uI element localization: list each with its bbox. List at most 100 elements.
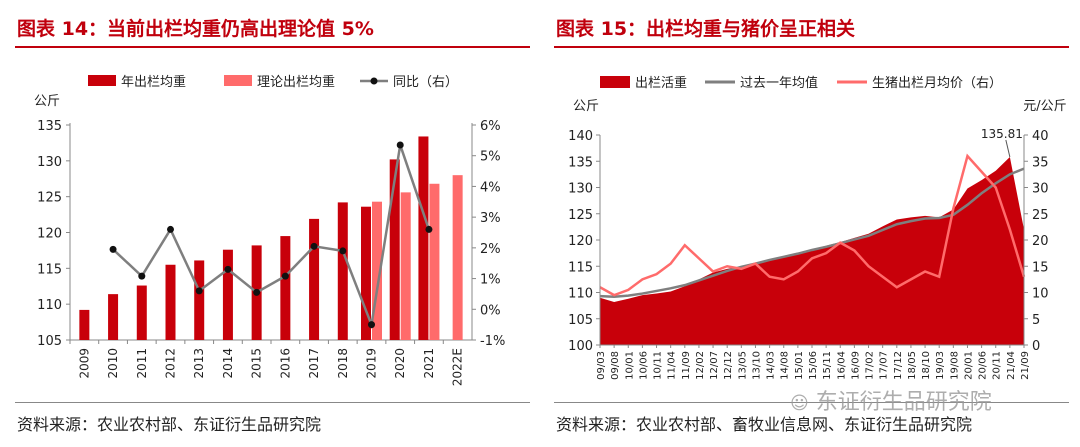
y-tick-label: 130: [568, 182, 593, 197]
y2-tick-label: -1%: [480, 334, 505, 349]
yoy-point: [339, 247, 347, 255]
x-tick-label: 15/06: [808, 351, 819, 380]
bar-theoretical-weight: [452, 175, 463, 340]
x-tick-label: 18/05: [907, 351, 918, 380]
yoy-point: [425, 225, 433, 233]
yoy-point: [253, 288, 261, 296]
x-tick-label: 2013: [192, 348, 206, 379]
right-source-rule: [554, 402, 1069, 403]
y2-tick-label: 15: [1032, 260, 1049, 275]
y-tick-label: 100: [568, 339, 593, 354]
x-tick-label: 17/02: [865, 351, 876, 380]
legend-label-price: 生猪出栏月均价（右）: [872, 76, 1002, 91]
yoy-point: [138, 272, 146, 280]
x-tick-label: 21/04: [1006, 351, 1017, 380]
x-tick-label: 2017: [307, 348, 321, 379]
bar-actual-weight: [280, 236, 291, 340]
x-tick-label: 2010: [106, 348, 120, 379]
x-tick-label: 10/06: [638, 351, 649, 380]
x-tick-label: 15/01: [794, 351, 805, 380]
bar-actual-weight: [418, 136, 429, 340]
y2-tick-label: 30: [1032, 182, 1049, 197]
y-tick-label: 115: [37, 262, 62, 277]
y2-axis-unit: 元/公斤: [1023, 99, 1066, 114]
wechat-icon: ☺: [790, 393, 809, 414]
y-tick-label: 140: [568, 129, 593, 144]
x-tick-label: 2018: [336, 348, 350, 379]
peak-leader-line: [1005, 139, 1011, 158]
bar-actual-weight: [389, 159, 400, 340]
watermark-text: 东证衍生品研究院: [815, 390, 992, 415]
x-tick-label: 17/12: [893, 351, 904, 380]
legend-marker-2: [370, 77, 378, 85]
bar-actual-weight: [136, 285, 147, 340]
x-tick-label: 2020: [393, 348, 407, 379]
yoy-line: [112, 144, 431, 330]
x-tick-label: 09/03: [596, 351, 607, 380]
x-tick-label: 12/12: [723, 351, 734, 380]
x-tick-label: 2009: [77, 348, 91, 379]
yoy-point: [224, 265, 232, 273]
x-tick-label: 13/05: [737, 351, 748, 380]
x-tick-label: 21/09: [1020, 351, 1031, 380]
y2-tick-label: 25: [1032, 208, 1049, 223]
left-source-rule: [15, 402, 530, 403]
y-axis-unit: 公斤: [34, 94, 60, 109]
x-tick-label: 2015: [250, 348, 264, 379]
y-tick-label: 105: [37, 334, 62, 349]
y2-tick-label: 2%: [480, 242, 501, 257]
legend-label-2: 同比（右）: [393, 75, 458, 90]
left-source: 资料来源：农业农村部、东证衍生品研究院: [17, 415, 322, 434]
x-tick-label: 10/01: [624, 351, 635, 380]
yoy-point: [167, 225, 174, 233]
bar-actual-weight: [309, 218, 320, 340]
legend-label-area: 出栏活重: [635, 75, 687, 91]
bar-theoretical-weight: [429, 183, 440, 340]
y-tick-label: 130: [37, 155, 62, 170]
y2-tick-label: 0: [1032, 339, 1040, 354]
x-tick-label: 19/08: [949, 351, 960, 380]
x-tick-label: 2016: [278, 348, 292, 379]
y2-tick-label: 6%: [480, 119, 501, 134]
yoy-point: [396, 141, 404, 149]
y-tick-label: 135: [568, 155, 593, 170]
y2-tick-label: 10: [1032, 287, 1049, 302]
bar-actual-weight: [194, 260, 205, 340]
y2-tick-label: 3%: [480, 211, 501, 226]
y-tick-label: 120: [37, 227, 62, 242]
watermark: ☺ 东证衍生品研究院: [790, 384, 992, 416]
y2-tick-label: 5: [1032, 313, 1040, 328]
x-tick-label: 20/01: [963, 351, 974, 380]
left-figure-title: 图表 14：当前出栏均重仍高出理论值 5%: [17, 18, 374, 40]
x-tick-label: 12/02: [695, 351, 706, 380]
bar-actual-weight: [222, 249, 233, 340]
bar-actual-weight: [165, 264, 176, 340]
y2-tick-label: 1%: [480, 273, 501, 288]
y-tick-label: 135: [37, 119, 62, 134]
y2-tick-label: 0%: [480, 303, 501, 318]
yoy-point: [109, 245, 117, 253]
x-tick-label: 2014: [221, 348, 235, 379]
x-tick-label: 20/11: [992, 351, 1003, 380]
y-tick-label: 105: [568, 313, 593, 328]
bar-actual-weight: [361, 206, 371, 340]
x-tick-label: 2021: [422, 348, 436, 379]
x-tick-label: 17/07: [879, 351, 890, 380]
x-tick-label: 11/09: [681, 351, 692, 380]
y2-tick-label: 20: [1032, 234, 1049, 249]
bar-actual-weight: [108, 294, 119, 340]
line-hog-price: [599, 153, 1026, 297]
legend-swatch-1: [224, 75, 252, 86]
legend-swatch-0: [88, 75, 116, 86]
x-tick-label: 2011: [135, 348, 149, 379]
y-tick-label: 110: [37, 298, 62, 313]
y-axis-unit: 公斤: [573, 99, 599, 114]
left-title-rule: [15, 46, 530, 48]
x-tick-label: 16/09: [850, 351, 861, 380]
x-tick-label: 13/10: [751, 351, 762, 380]
yoy-point: [368, 321, 375, 329]
x-tick-label: 15/11: [822, 351, 833, 380]
y2-tick-label: 4%: [480, 180, 501, 195]
legend-label-1: 理论出栏均重: [257, 74, 335, 90]
x-tick-label: 10/11: [653, 351, 664, 380]
